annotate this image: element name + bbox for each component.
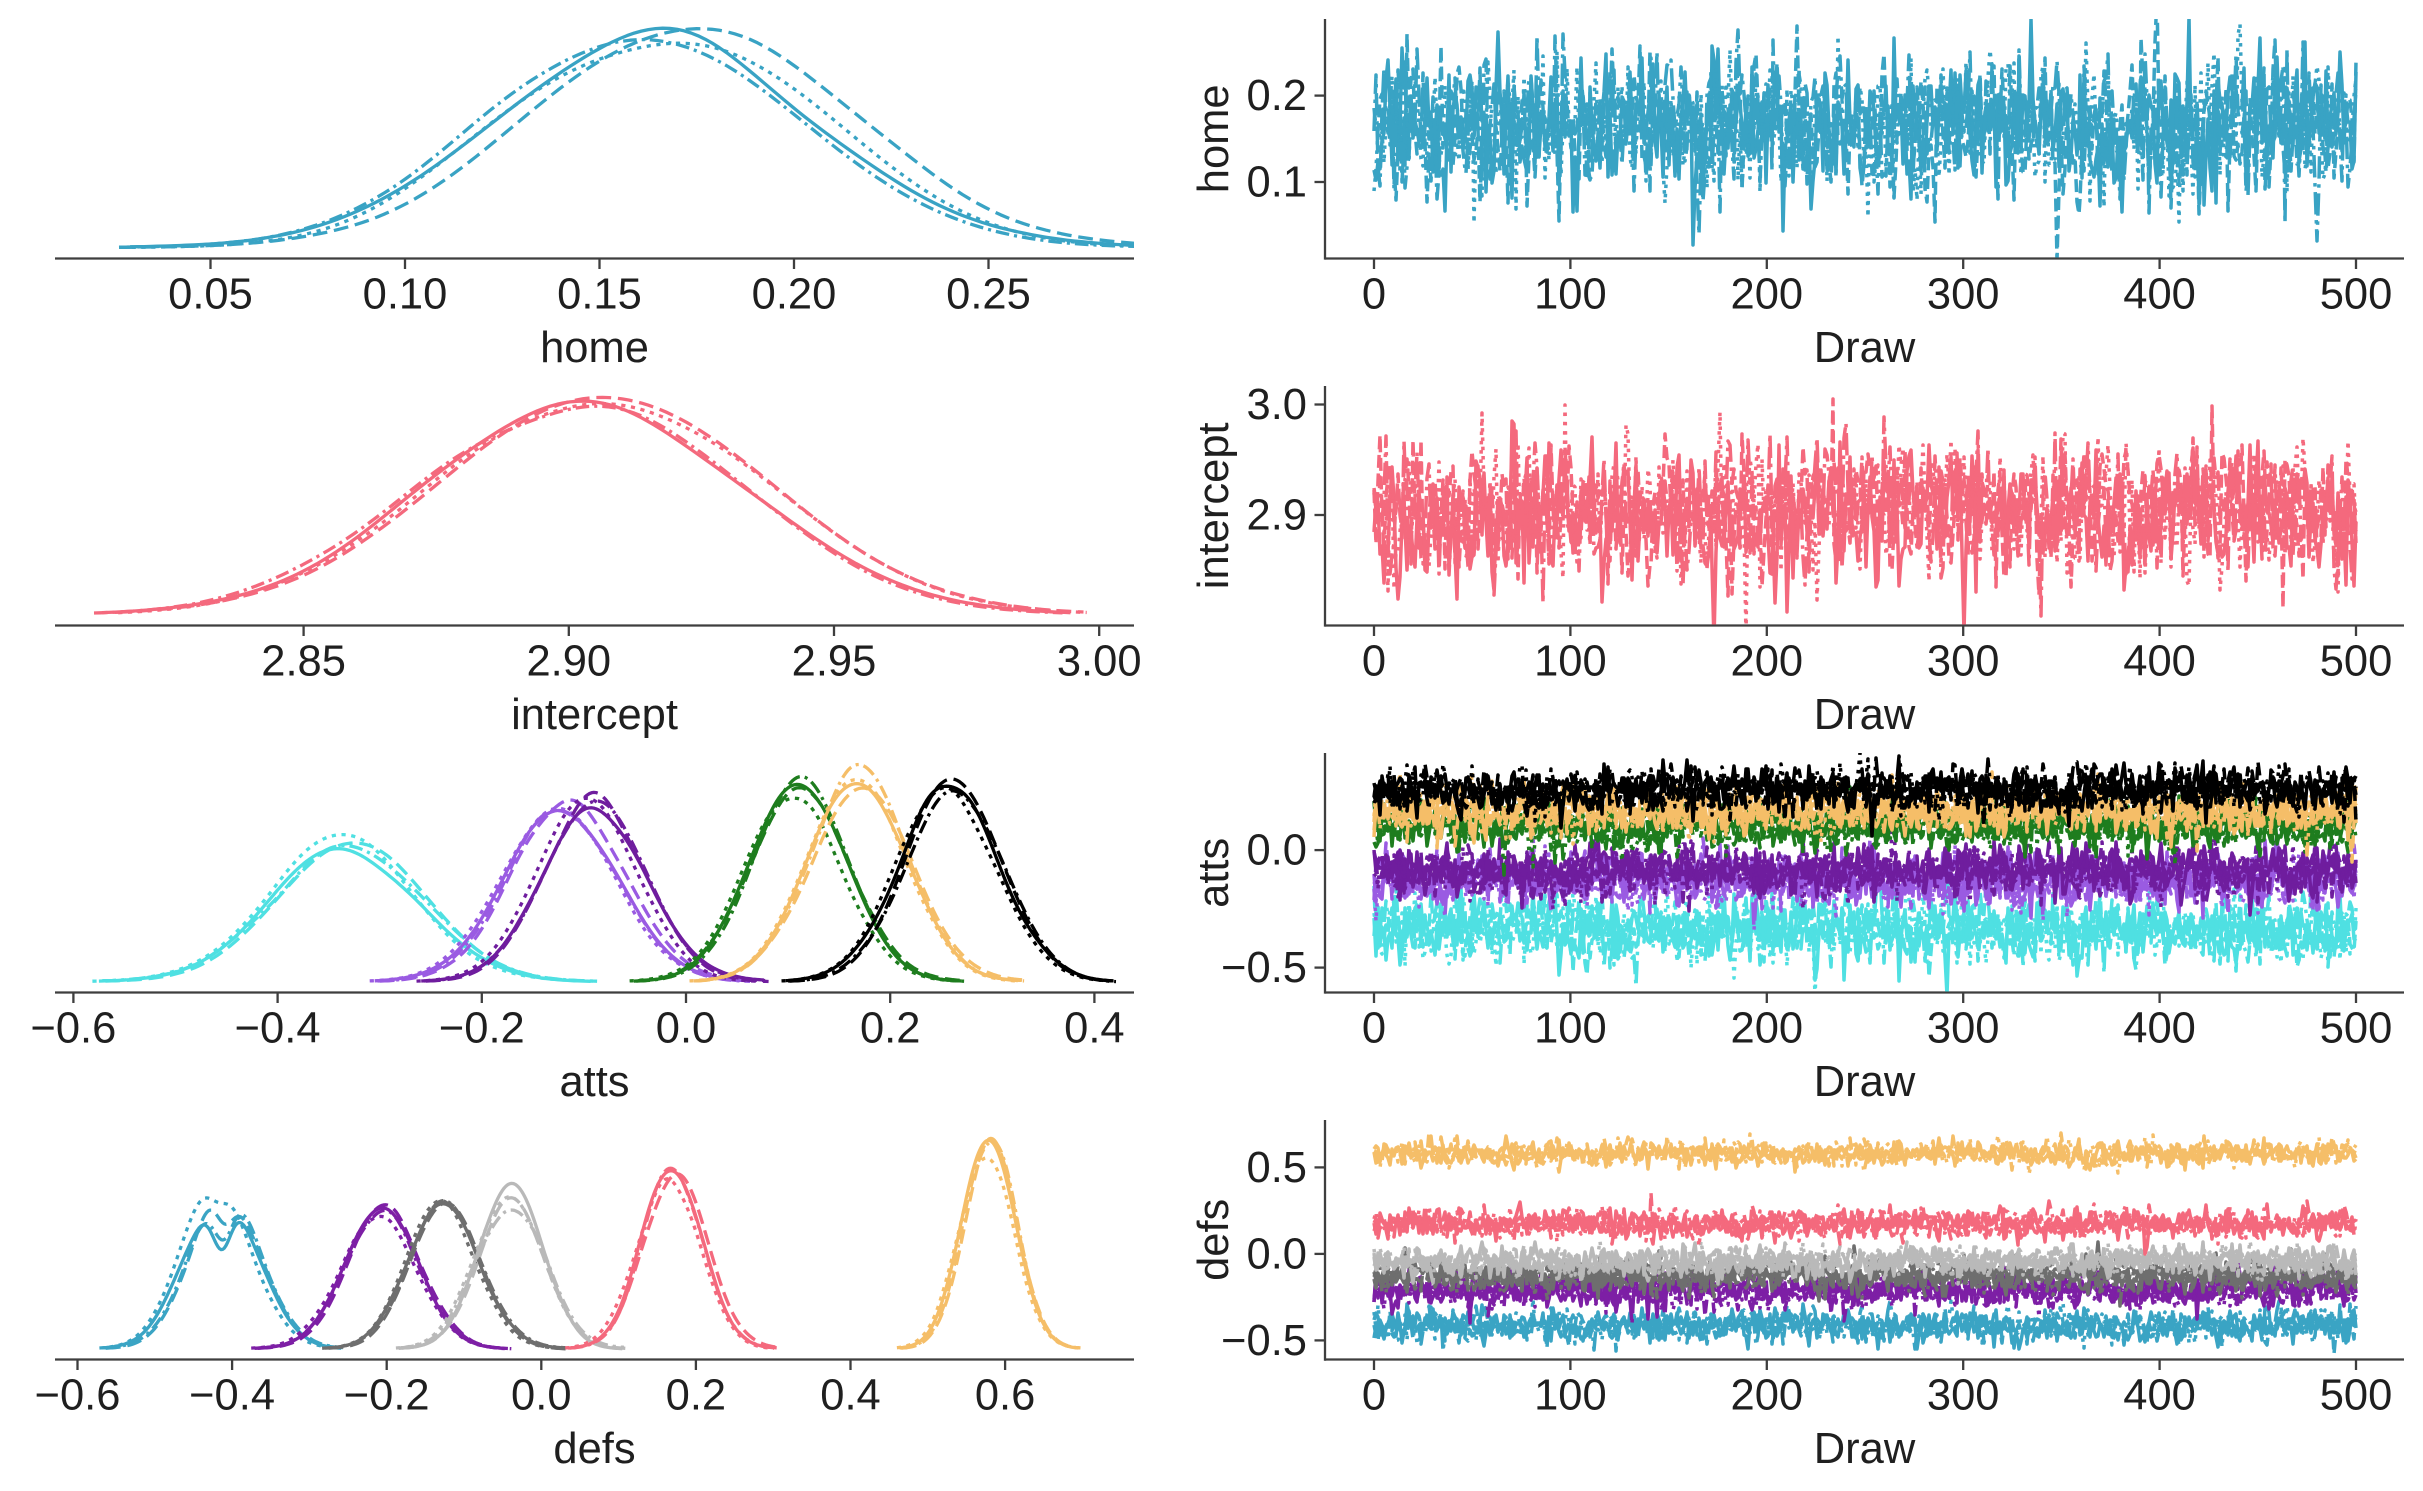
svg-text:atts: atts <box>559 1058 629 1106</box>
svg-text:0.2: 0.2 <box>1247 72 1307 120</box>
svg-text:500: 500 <box>2320 638 2393 686</box>
svg-text:400: 400 <box>2123 1372 2196 1420</box>
svg-text:500: 500 <box>2320 271 2393 319</box>
svg-text:200: 200 <box>1731 1005 1804 1053</box>
svg-text:0.2: 0.2 <box>860 1005 920 1053</box>
svg-text:0.1: 0.1 <box>1247 159 1307 207</box>
svg-text:100: 100 <box>1534 638 1607 686</box>
svg-text:0.5: 0.5 <box>1247 1144 1307 1192</box>
svg-text:0.05: 0.05 <box>168 271 253 319</box>
svg-text:100: 100 <box>1534 271 1607 319</box>
svg-text:home: home <box>1190 84 1238 193</box>
svg-text:−0.6: −0.6 <box>30 1005 116 1053</box>
svg-text:0.4: 0.4 <box>1064 1005 1124 1053</box>
svg-text:intercept: intercept <box>511 691 678 739</box>
svg-text:400: 400 <box>2123 638 2196 686</box>
svg-text:500: 500 <box>2320 1005 2393 1053</box>
svg-text:0.0: 0.0 <box>511 1372 571 1420</box>
svg-text:2.95: 2.95 <box>792 638 877 686</box>
svg-text:home: home <box>540 324 649 372</box>
svg-text:0.20: 0.20 <box>752 271 837 319</box>
svg-text:3.0: 3.0 <box>1247 381 1307 429</box>
svg-text:Draw: Draw <box>1814 691 1916 739</box>
svg-text:defs: defs <box>1190 1199 1238 1281</box>
svg-text:−0.6: −0.6 <box>35 1372 121 1420</box>
svg-text:200: 200 <box>1731 271 1804 319</box>
svg-text:−0.5: −0.5 <box>1221 944 1307 992</box>
svg-text:0: 0 <box>1362 1372 1386 1420</box>
svg-text:0.6: 0.6 <box>975 1372 1035 1420</box>
svg-text:Draw: Draw <box>1814 1058 1916 1106</box>
svg-text:−0.5: −0.5 <box>1221 1317 1307 1365</box>
svg-text:2.85: 2.85 <box>261 638 346 686</box>
svg-text:400: 400 <box>2123 1005 2196 1053</box>
svg-text:300: 300 <box>1927 271 2000 319</box>
svg-text:500: 500 <box>2320 1372 2393 1420</box>
svg-text:atts: atts <box>1190 838 1238 908</box>
svg-text:0.0: 0.0 <box>656 1005 716 1053</box>
svg-text:200: 200 <box>1731 638 1804 686</box>
svg-text:intercept: intercept <box>1190 422 1238 589</box>
svg-text:2.9: 2.9 <box>1247 492 1307 540</box>
svg-text:400: 400 <box>2123 271 2196 319</box>
svg-text:0.0: 0.0 <box>1247 827 1307 875</box>
svg-text:−0.4: −0.4 <box>235 1005 321 1053</box>
svg-text:Draw: Draw <box>1814 324 1916 372</box>
svg-text:3.00: 3.00 <box>1057 638 1142 686</box>
svg-text:0.10: 0.10 <box>363 271 448 319</box>
svg-text:300: 300 <box>1927 1372 2000 1420</box>
svg-text:0.4: 0.4 <box>820 1372 880 1420</box>
svg-text:defs: defs <box>553 1425 635 1473</box>
svg-text:−0.2: −0.2 <box>344 1372 430 1420</box>
svg-text:200: 200 <box>1731 1372 1804 1420</box>
svg-text:0.0: 0.0 <box>1247 1230 1307 1278</box>
svg-text:0: 0 <box>1362 1005 1386 1053</box>
svg-text:300: 300 <box>1927 1005 2000 1053</box>
svg-text:−0.2: −0.2 <box>439 1005 525 1053</box>
svg-text:0.25: 0.25 <box>946 271 1031 319</box>
svg-text:2.90: 2.90 <box>526 638 611 686</box>
svg-text:100: 100 <box>1534 1372 1607 1420</box>
svg-text:0.15: 0.15 <box>557 271 642 319</box>
svg-text:Draw: Draw <box>1814 1425 1916 1473</box>
svg-text:0: 0 <box>1362 271 1386 319</box>
svg-text:100: 100 <box>1534 1005 1607 1053</box>
svg-text:−0.4: −0.4 <box>189 1372 275 1420</box>
svg-text:0.2: 0.2 <box>666 1372 726 1420</box>
svg-text:300: 300 <box>1927 638 2000 686</box>
svg-text:0: 0 <box>1362 638 1386 686</box>
